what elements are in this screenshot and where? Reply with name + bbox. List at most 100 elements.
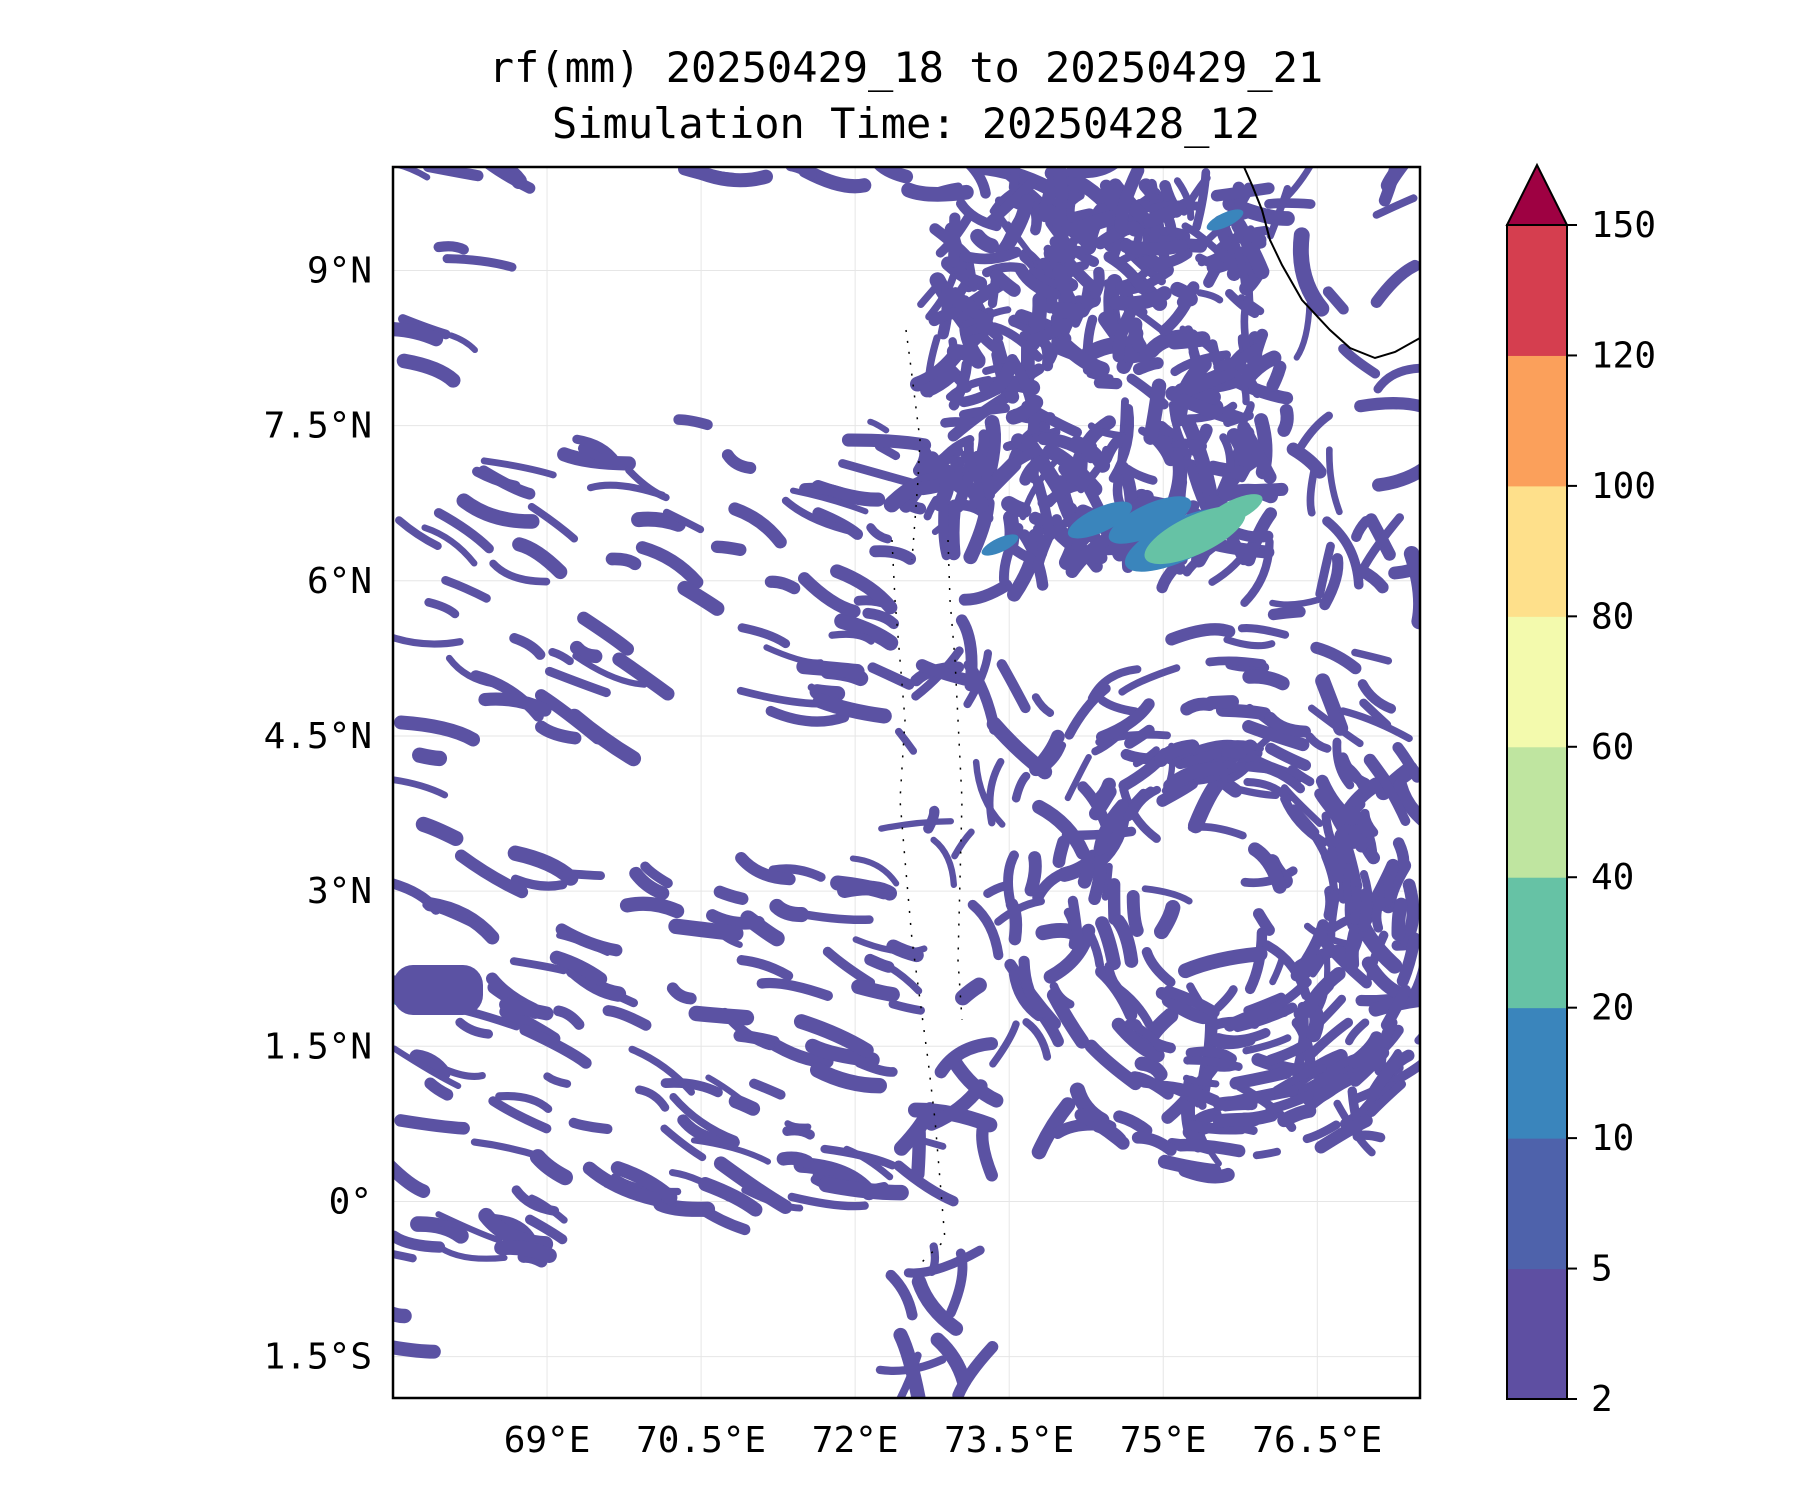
- rain-streak: [1216, 780, 1280, 799]
- rain-streak: [1029, 729, 1065, 777]
- rain-streak: [582, 1161, 662, 1206]
- rain-streak: [510, 874, 568, 891]
- rain-streak: [970, 228, 999, 254]
- rain-streak: [1066, 186, 1079, 223]
- rain-streak: [1086, 931, 1105, 970]
- rain-streak: [862, 607, 900, 630]
- rain-streak: [1112, 307, 1136, 363]
- rain-streak: [809, 684, 846, 702]
- rain-streak: [1182, 541, 1220, 577]
- rain-streak: [1237, 623, 1290, 639]
- rain-streak: [1448, 900, 1451, 930]
- rain-streak: [1043, 204, 1097, 250]
- rain-streak: [797, 572, 861, 618]
- rain-streak: [435, 1211, 503, 1244]
- rain-streak: [1332, 737, 1355, 790]
- rain-streak: [1156, 777, 1199, 807]
- rain-streak: [1267, 605, 1306, 621]
- rain-streak: [393, 322, 444, 347]
- rain-streak: [495, 1091, 553, 1114]
- rain-streak: [438, 1220, 466, 1232]
- rain-streak: [478, 692, 552, 717]
- rain-streak: [1094, 220, 1141, 250]
- rain-streak: [1370, 259, 1420, 308]
- rain-streak: [1223, 636, 1276, 650]
- colorbar-extend-arrow: [1505, 162, 1569, 226]
- rain-streak: [393, 1249, 417, 1263]
- rain-streak: [769, 898, 810, 923]
- rain-streak: [1372, 194, 1418, 219]
- y-tick-label: 1.5°S: [264, 1337, 372, 1378]
- rain-streak: [395, 516, 442, 551]
- rain-streak: [1165, 623, 1236, 646]
- rain-streak: [967, 899, 1004, 961]
- rain-streak: [1252, 1147, 1281, 1160]
- rain-streak: [553, 1005, 585, 1030]
- rain-streak: [1069, 435, 1111, 473]
- rain-streak: [986, 177, 1037, 227]
- rain-streak: [1108, 404, 1135, 483]
- rain-streak: [963, 331, 989, 345]
- rain-streak: [557, 447, 636, 471]
- rain-streak: [1089, 266, 1105, 300]
- rain-streak: [851, 979, 900, 1002]
- rain-streak: [677, 580, 725, 616]
- colorbar-tick-label: 10: [1591, 1118, 1634, 1159]
- rain-streak: [1272, 1064, 1327, 1094]
- colorbar-segment: [1507, 485, 1567, 617]
- rain-streak: [1292, 227, 1330, 317]
- rain-streak: [1055, 511, 1082, 531]
- rain-streak: [393, 1159, 431, 1198]
- rain-streak: [1347, 1031, 1384, 1069]
- colorbar-segment: [1507, 746, 1567, 878]
- rain-streak: [955, 977, 987, 1006]
- rain-streak: [1372, 463, 1420, 492]
- rain-streak: [776, 1151, 814, 1169]
- rain-streak: [677, 1114, 740, 1149]
- x-tick-label: 76.5°E: [1252, 1420, 1382, 1461]
- rain-streak: [1111, 1017, 1165, 1063]
- rain-streak: [935, 213, 973, 258]
- rain-streak: [477, 465, 536, 500]
- rain-streak: [1032, 514, 1062, 574]
- rain-streak: [628, 1045, 696, 1096]
- rain-streak: [1213, 343, 1262, 372]
- rain-streak: [1265, 742, 1312, 771]
- rain-streak: [1124, 724, 1155, 749]
- y-tick-label: 7.5°N: [264, 406, 372, 447]
- rain-streak: [640, 861, 673, 889]
- rain-streak: [1218, 483, 1279, 504]
- rain-streak: [1351, 648, 1393, 665]
- rain-streak: [1264, 711, 1311, 738]
- rain-streak: [393, 1340, 441, 1359]
- rain-streak: [1091, 1119, 1127, 1147]
- rain-patch-high: [1108, 496, 1192, 544]
- colorbar: 2 5 10 20 40 60 80 100 120 150: [1505, 162, 1656, 1420]
- rain-streak: [796, 659, 865, 680]
- rain-streak: [1280, 784, 1324, 828]
- rain-streak: [1008, 969, 1044, 1022]
- rain-streak: [1252, 908, 1275, 936]
- rain-streak: [1052, 190, 1085, 231]
- rain-streak: [1242, 720, 1310, 752]
- rain-streak: [1367, 1079, 1407, 1117]
- colorbar-segment: [1507, 225, 1567, 356]
- rain-streak: [1174, 1138, 1246, 1158]
- rain-streak: [1392, 742, 1420, 783]
- rain-streak: [1242, 669, 1290, 691]
- rain-patch-high: [1206, 209, 1244, 231]
- rain-streak: [1314, 788, 1346, 827]
- rain-streak: [999, 522, 1024, 586]
- rain-streak: [961, 306, 1012, 329]
- title-line-1: rf(mm) 20250429_18 to 20250429_21: [489, 43, 1323, 92]
- rain-streak: [1327, 888, 1341, 942]
- rain-streak: [1055, 336, 1110, 377]
- rain-streak: [805, 1038, 880, 1068]
- rain-streak: [1315, 541, 1335, 599]
- rain-streak: [1095, 916, 1121, 971]
- rain-streak: [688, 1005, 755, 1026]
- rain-streak: [1114, 167, 1145, 234]
- rain-streak: [442, 254, 517, 272]
- rain-streak: [903, 1245, 985, 1278]
- rain-streak: [1242, 1034, 1292, 1055]
